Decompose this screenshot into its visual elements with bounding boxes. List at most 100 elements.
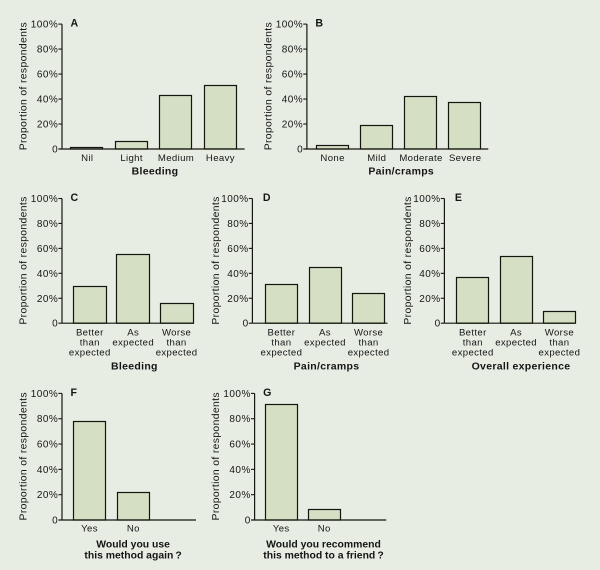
svg-text:20%: 20% (37, 490, 58, 501)
svg-text:Would you recommend: Would you recommend (266, 539, 381, 550)
svg-text:Would you use: Would you use (96, 539, 170, 550)
svg-text:100%: 100% (276, 20, 303, 31)
svg-text:40%: 40% (37, 95, 58, 106)
svg-text:40%: 40% (229, 465, 250, 476)
svg-text:expected: expected (156, 348, 198, 359)
svg-text:Better: Better (459, 328, 487, 339)
svg-text:Better: Better (76, 328, 104, 339)
svg-text:80%: 80% (229, 414, 250, 425)
svg-text:20%: 20% (229, 490, 250, 501)
svg-text:this method to a friend ?: this method to a friend ? (263, 551, 383, 562)
svg-text:Heavy: Heavy (206, 153, 235, 164)
svg-text:80%: 80% (37, 414, 58, 425)
svg-text:Light: Light (120, 153, 143, 164)
svg-text:Proportion of respondents: Proportion of respondents (18, 196, 29, 324)
svg-text:than: than (463, 338, 483, 349)
svg-text:D: D (263, 192, 271, 204)
svg-text:60%: 60% (282, 70, 303, 81)
svg-text:Severe: Severe (449, 153, 482, 164)
svg-text:expected: expected (452, 348, 494, 359)
svg-text:expected: expected (304, 338, 346, 349)
svg-text:Moderate: Moderate (399, 153, 442, 164)
svg-text:20%: 20% (37, 294, 58, 305)
svg-text:60%: 60% (37, 440, 58, 451)
svg-text:Proportion of respondents: Proportion of respondents (211, 196, 222, 324)
svg-text:Mild: Mild (367, 153, 386, 164)
svg-text:60%: 60% (37, 244, 58, 255)
svg-text:80%: 80% (282, 45, 303, 56)
svg-text:Proportion of respondents: Proportion of respondents (263, 22, 274, 150)
svg-text:As: As (127, 328, 139, 339)
svg-text:Proportion of respondents: Proportion of respondents (211, 392, 222, 520)
svg-text:40%: 40% (37, 269, 58, 280)
svg-text:80%: 80% (37, 219, 58, 230)
svg-text:0: 0 (52, 145, 58, 156)
svg-text:than: than (167, 338, 187, 349)
svg-text:60%: 60% (419, 244, 440, 255)
svg-text:this method again ?: this method again ? (84, 551, 181, 562)
svg-text:Proportion of respondents: Proportion of respondents (18, 22, 29, 150)
svg-text:Bleeding: Bleeding (111, 360, 158, 372)
svg-text:than: than (80, 338, 100, 349)
svg-text:0: 0 (297, 145, 303, 156)
svg-text:No: No (127, 523, 140, 534)
svg-text:No: No (318, 523, 331, 534)
svg-text:40%: 40% (419, 269, 440, 280)
svg-text:Overall experience: Overall experience (472, 360, 571, 372)
svg-text:Proportion of respondents: Proportion of respondents (18, 392, 29, 520)
svg-text:expected: expected (112, 338, 154, 349)
svg-text:80%: 80% (419, 219, 440, 230)
svg-text:Proportion of respondents: Proportion of respondents (403, 196, 414, 324)
svg-text:20%: 20% (419, 294, 440, 305)
svg-text:than: than (549, 338, 569, 349)
svg-text:G: G (263, 387, 271, 399)
svg-text:100%: 100% (31, 20, 58, 31)
svg-text:F: F (71, 387, 78, 399)
svg-text:As: As (510, 328, 522, 339)
svg-text:Worse: Worse (354, 328, 383, 339)
svg-text:Nil: Nil (81, 153, 93, 164)
svg-text:0: 0 (243, 319, 249, 330)
svg-text:60%: 60% (37, 70, 58, 81)
svg-text:100%: 100% (31, 194, 58, 205)
svg-text:80%: 80% (227, 219, 248, 230)
svg-text:0: 0 (435, 319, 441, 330)
svg-text:Worse: Worse (162, 328, 191, 339)
svg-text:100%: 100% (223, 389, 250, 400)
svg-text:Yes: Yes (273, 523, 290, 534)
svg-text:100%: 100% (221, 194, 248, 205)
svg-text:60%: 60% (227, 244, 248, 255)
svg-text:40%: 40% (227, 269, 248, 280)
svg-text:E: E (455, 192, 462, 204)
svg-text:100%: 100% (31, 389, 58, 400)
svg-text:80%: 80% (37, 45, 58, 56)
svg-text:expected: expected (348, 348, 390, 359)
svg-text:expected: expected (261, 348, 303, 359)
svg-text:Yes: Yes (81, 523, 98, 534)
svg-text:than: than (271, 338, 291, 349)
svg-text:None: None (320, 153, 344, 164)
svg-text:than: than (359, 338, 379, 349)
svg-text:A: A (71, 18, 79, 30)
svg-text:20%: 20% (37, 120, 58, 131)
svg-text:As: As (319, 328, 331, 339)
svg-text:Worse: Worse (545, 328, 574, 339)
svg-text:40%: 40% (37, 465, 58, 476)
svg-text:Better: Better (268, 328, 296, 339)
svg-text:Bleeding: Bleeding (132, 165, 179, 177)
svg-text:Pain/cramps: Pain/cramps (368, 165, 434, 177)
svg-text:Medium: Medium (158, 153, 194, 164)
svg-text:expected: expected (495, 338, 537, 349)
svg-text:0: 0 (245, 516, 251, 527)
svg-text:60%: 60% (229, 440, 250, 451)
svg-text:0: 0 (52, 319, 58, 330)
svg-text:C: C (71, 192, 79, 204)
svg-text:100%: 100% (413, 194, 440, 205)
svg-text:B: B (315, 18, 323, 30)
svg-text:expected: expected (69, 348, 111, 359)
svg-text:40%: 40% (282, 95, 303, 106)
svg-text:0: 0 (52, 516, 58, 527)
svg-text:expected: expected (539, 348, 581, 359)
svg-text:Pain/cramps: Pain/cramps (294, 360, 360, 372)
svg-text:20%: 20% (282, 120, 303, 131)
